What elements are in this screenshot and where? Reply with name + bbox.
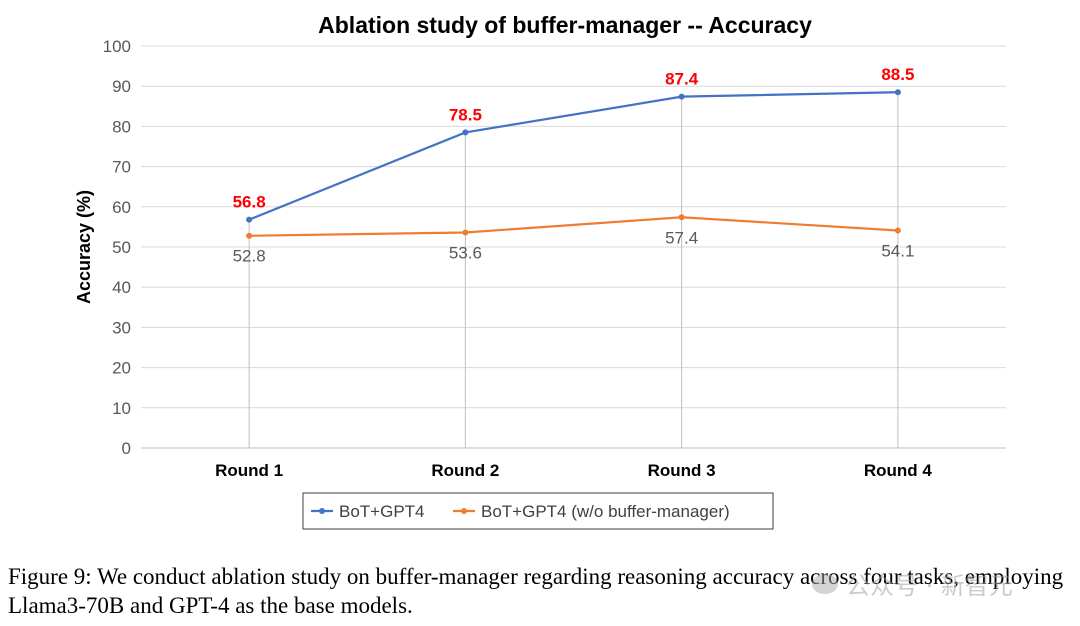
- data-point: [894, 89, 901, 96]
- series-lines: 56.8 78.5 87.4 88.5 52.8 53.6 57.4 54.1: [233, 65, 915, 266]
- figure-caption: Figure 9: We conduct ablation study on b…: [8, 564, 1064, 618]
- data-point: [462, 229, 469, 236]
- legend-box: [302, 492, 774, 530]
- data-point: [678, 214, 685, 221]
- legend-marker: [319, 508, 325, 514]
- series-line: [248, 91, 898, 221]
- y-tick-label: 100: [103, 37, 131, 56]
- data-label: 53.6: [449, 244, 482, 263]
- gridlines: [141, 45, 1006, 449]
- watermark: 公众号 · 新智元: [812, 566, 1013, 601]
- y-tick-label: 10: [112, 399, 131, 418]
- x-tick-label: Round 3: [648, 461, 716, 480]
- data-label: 88.5: [881, 65, 914, 84]
- legend: BoT+GPT4 BoT+GPT4 (w/o buffer-manager): [302, 492, 774, 530]
- wechat-icon: [812, 573, 838, 594]
- y-tick-labels: 0 10 20 30 40 50 60 70 80 90 100: [103, 37, 131, 458]
- accuracy-line-chart: Ablation study of buffer-manager -- Accu…: [74, 12, 1006, 530]
- y-axis-label: Accuracy (%): [74, 190, 94, 304]
- series-line: [249, 216, 898, 237]
- data-label: 54.1: [881, 242, 914, 261]
- drop-lines: [248, 92, 899, 448]
- y-tick-label: 40: [112, 278, 131, 297]
- x-tick-label: Round 1: [215, 461, 283, 480]
- y-tick-label: 70: [112, 158, 131, 177]
- legend-marker: [461, 508, 467, 514]
- data-label: 87.4: [665, 70, 699, 89]
- x-tick-labels: Round 1 Round 2 Round 3 Round 4: [215, 461, 932, 480]
- x-tick-label: Round 4: [864, 461, 933, 480]
- data-point: [894, 227, 901, 234]
- y-tick-label: 80: [112, 117, 131, 136]
- chart-title: Ablation study of buffer-manager -- Accu…: [318, 12, 812, 38]
- data-label: 78.5: [449, 105, 482, 124]
- data-label: 56.8: [233, 193, 266, 212]
- data-label: 52.8: [233, 247, 266, 266]
- legend-entry: BoT+GPT4: [339, 502, 425, 521]
- y-tick-label: 90: [112, 77, 131, 96]
- data-label: 57.4: [665, 228, 698, 247]
- data-point: [678, 93, 685, 100]
- y-tick-label: 60: [112, 198, 131, 217]
- data-point: [462, 129, 469, 136]
- y-tick-label: 50: [112, 238, 131, 257]
- legend-entry: BoT+GPT4 (w/o buffer-manager): [481, 502, 730, 521]
- y-tick-label: 30: [112, 318, 131, 337]
- x-tick-label: Round 2: [431, 461, 499, 480]
- y-tick-label: 0: [122, 439, 131, 458]
- data-point: [246, 232, 253, 239]
- data-point: [246, 216, 253, 223]
- watermark-text: 公众号 · 新智元: [846, 572, 1013, 600]
- y-tick-label: 20: [112, 359, 131, 378]
